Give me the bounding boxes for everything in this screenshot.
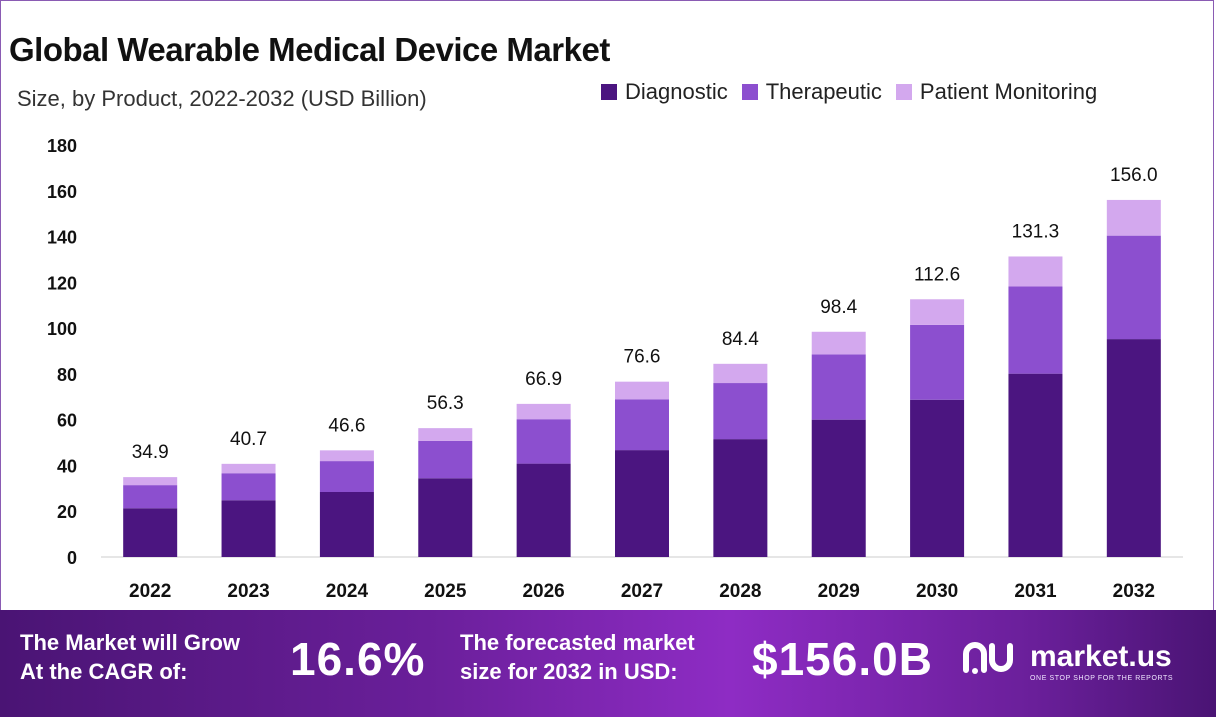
bar-segment-diagnostic — [516, 463, 571, 557]
bar-segment-diagnostic — [910, 399, 965, 557]
bar-segment-therapeutic — [418, 440, 473, 479]
bar-segment-diagnostic — [418, 478, 473, 557]
y-tick-label: 40 — [57, 456, 77, 476]
bar-chart: 0 20 40 60 80 100 120 140 160 180 34.9 2022 40.7 2023… — [47, 136, 1183, 602]
bar-segment-patient-monitoring — [319, 450, 374, 462]
bar-segment-diagnostic — [713, 439, 768, 557]
x-tick-label: 2025 — [424, 581, 467, 602]
bar-segment-patient-monitoring — [418, 428, 473, 441]
bar-total-label: 112.6 — [914, 264, 960, 285]
legend-swatch-patient-monitoring — [895, 84, 912, 100]
bar-segment-patient-monitoring — [1008, 256, 1063, 287]
bar-total-label: 46.6 — [328, 415, 365, 436]
bar-total-label: 84.4 — [722, 329, 759, 350]
bar-segment-diagnostic — [811, 419, 866, 557]
forecast-caption-line1: The forecasted market — [460, 630, 695, 655]
x-tick-label: 2023 — [227, 581, 269, 602]
x-tick-label: 2030 — [916, 581, 958, 602]
cagr-caption-line2: At the CAGR of: — [20, 659, 188, 684]
bar-segment-therapeutic — [123, 485, 178, 509]
logo-name: market.us — [1030, 640, 1172, 673]
bar-segment-therapeutic — [221, 473, 276, 501]
forecast-value: $156.0B — [752, 633, 933, 685]
legend-label-therapeutic: Therapeutic — [765, 79, 882, 104]
bar-segment-therapeutic — [811, 354, 866, 420]
bar-total-label: 131.3 — [1012, 221, 1060, 242]
bar-segment-patient-monitoring — [811, 331, 866, 355]
bar-segment-therapeutic — [1008, 286, 1063, 374]
bar-segment-therapeutic — [516, 419, 571, 464]
bar-segment-patient-monitoring — [123, 477, 178, 486]
y-tick-label: 120 — [47, 273, 77, 293]
bar-total-label: 76.6 — [624, 347, 661, 368]
x-tick-label: 2029 — [818, 581, 860, 602]
cagr-caption-line1: The Market will Grow — [20, 630, 241, 655]
bar-segment-patient-monitoring — [910, 299, 965, 325]
y-tick-label: 20 — [57, 502, 77, 522]
bar-segment-therapeutic — [910, 324, 965, 400]
x-tick-label: 2026 — [522, 581, 564, 602]
y-tick-label: 140 — [47, 228, 77, 248]
logo-tagline: ONE STOP SHOP FOR THE REPORTS — [1030, 675, 1174, 682]
legend-label-patient-monitoring: Patient Monitoring — [919, 79, 1098, 104]
legend-swatch-therapeutic — [741, 84, 758, 100]
legend: Diagnostic Therapeutic Patient Monitorin… — [601, 79, 1097, 105]
x-tick-label: 2022 — [129, 581, 171, 602]
bar-segment-therapeutic — [713, 383, 768, 440]
y-tick-label: 80 — [57, 365, 77, 385]
y-tick-label: 60 — [57, 411, 77, 431]
bar-segment-therapeutic — [319, 461, 374, 492]
bar-segment-diagnostic — [1008, 373, 1063, 557]
bar-segment-diagnostic — [615, 450, 669, 557]
chart-subtitle: Size, by Product, 2022-2032 (USD Billion… — [17, 86, 427, 111]
bar-total-label: 34.9 — [132, 442, 169, 463]
bar-total-label: 66.9 — [525, 369, 562, 390]
x-tick-label: 2031 — [1014, 581, 1057, 602]
bar-total-label: 98.4 — [820, 297, 857, 318]
legend-item-patient-monitoring: Patient Monitoring — [895, 79, 1098, 105]
y-tick-label: 100 — [47, 319, 77, 339]
market-us-logo-icon — [963, 642, 1013, 674]
bar-segment-patient-monitoring — [1106, 199, 1161, 236]
cagr-value: 16.6% — [290, 633, 426, 685]
bar-segment-diagnostic — [123, 508, 178, 557]
bar-total-label: 56.3 — [427, 393, 464, 414]
legend-swatch-diagnostic — [601, 84, 617, 100]
forecast-caption-line2: size for 2032 in USD: — [460, 659, 678, 684]
bar-segment-diagnostic — [319, 491, 374, 557]
legend-label-diagnostic: Diagnostic — [625, 79, 728, 104]
bar-segment-patient-monitoring — [615, 381, 669, 400]
bar-segment-patient-monitoring — [516, 403, 571, 420]
cagr-caption: The Market will Grow At the CAGR of: — [20, 628, 240, 686]
bar-total-label: 156.0 — [1110, 165, 1158, 186]
summary-banner: The Market will Grow At the CAGR of: 16.… — [0, 610, 1216, 717]
bar-segment-therapeutic — [615, 399, 669, 451]
x-tick-label: 2032 — [1113, 581, 1155, 602]
forecast-caption: The forecasted market size for 2032 in U… — [460, 628, 695, 686]
chart-title: Global Wearable Medical Device Market — [9, 31, 610, 68]
bar-segment-diagnostic — [221, 500, 276, 557]
bar-segment-therapeutic — [1106, 235, 1161, 340]
y-tick-label: 180 — [47, 136, 77, 156]
bar-segment-patient-monitoring — [713, 363, 768, 384]
x-tick-label: 2027 — [621, 581, 663, 602]
x-tick-label: 2028 — [719, 581, 761, 602]
bar-segment-diagnostic — [1106, 339, 1161, 557]
y-tick-label: 160 — [47, 182, 77, 202]
bar-segment-patient-monitoring — [221, 463, 276, 474]
legend-item-therapeutic: Therapeutic — [741, 79, 882, 105]
legend-item-diagnostic: Diagnostic — [601, 79, 728, 105]
x-tick-label: 2024 — [326, 581, 369, 602]
bar-total-label: 40.7 — [230, 429, 267, 450]
y-tick-label: 0 — [67, 548, 77, 568]
